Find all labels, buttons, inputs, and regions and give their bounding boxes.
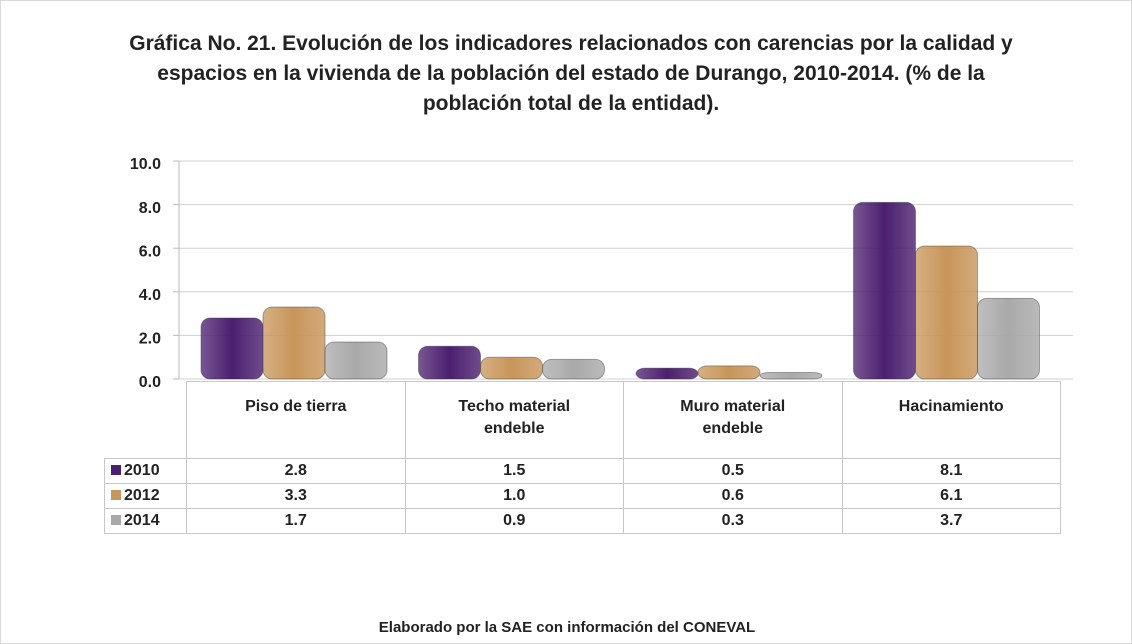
y-tick-label: 0.0 <box>139 374 161 391</box>
data-label: 1.5 <box>404 458 624 484</box>
data-label: 1.0 <box>404 483 624 509</box>
data-label: 0.3 <box>623 508 843 534</box>
bar <box>324 341 388 380</box>
bar <box>853 201 916 380</box>
bar <box>635 367 699 380</box>
bar <box>542 358 605 380</box>
bar <box>200 317 264 380</box>
corner-cell <box>105 382 187 459</box>
bar <box>480 356 543 380</box>
data-label: 6.1 <box>841 483 1061 509</box>
legend-swatch <box>111 490 121 500</box>
y-tick-label: 10.0 <box>130 156 161 173</box>
legend-label: 2014 <box>124 512 160 529</box>
x-tick-label: Hacinamiento <box>841 381 1061 459</box>
bar <box>418 345 481 380</box>
bar <box>697 365 761 380</box>
series-row: 2010 2.8 1.5 0.5 8.1 <box>104 458 1061 484</box>
bar <box>977 297 1040 380</box>
series-row: 2014 1.7 0.9 0.3 3.7 <box>104 508 1061 534</box>
category-text: Piso de tierra <box>245 398 347 415</box>
legend-swatch <box>111 515 121 525</box>
y-tick-label: 8.0 <box>139 200 161 217</box>
source-note: Elaborado por la SAE con información del… <box>378 619 756 636</box>
legend-label: 2010 <box>124 462 160 479</box>
legend-swatch <box>111 465 121 475</box>
data-label: 2.8 <box>186 458 406 484</box>
bar <box>759 371 823 380</box>
x-tick-label: Muro material endeble <box>623 381 843 459</box>
series-row: 2012 3.3 1.0 0.6 6.1 <box>104 483 1061 509</box>
y-tick-label: 6.0 <box>139 243 161 260</box>
x-tick-label: Piso de tierra <box>186 381 406 459</box>
y-tick-label: 4.0 <box>139 287 161 304</box>
bar <box>262 306 326 380</box>
x-tick-label: Techo material endeble <box>404 381 624 459</box>
data-label: 0.5 <box>623 458 843 484</box>
category-text: Techo material endeble <box>458 398 571 437</box>
legend-entry: 2010 <box>104 458 187 484</box>
category-text: Muro material endeble <box>680 398 786 437</box>
data-label: 0.9 <box>404 508 624 534</box>
bar <box>915 245 978 380</box>
data-label: 8.1 <box>841 458 1061 484</box>
legend-entry: 2014 <box>104 508 187 534</box>
data-label: 0.6 <box>623 483 843 509</box>
legend-entry: 2012 <box>104 483 187 509</box>
category-text: Hacinamiento <box>898 398 1004 415</box>
data-label: 3.3 <box>186 483 406 509</box>
header-row: Piso de tierra Techo material endeble Muro… <box>105 381 1061 459</box>
data-label: 3.7 <box>841 508 1061 534</box>
legend-label: 2012 <box>124 487 160 504</box>
chart-title: Gráfica No. 21. Evolución de los indicad… <box>129 32 1013 115</box>
data-table: Piso de tierra Techo material endeble Muro… <box>104 381 1061 534</box>
data-label: 1.7 <box>186 508 406 534</box>
y-tick-label: 2.0 <box>139 331 161 348</box>
